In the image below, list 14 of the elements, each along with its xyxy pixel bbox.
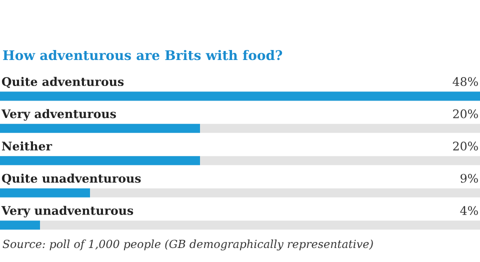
chart-title: How adventurous are Brits with food? <box>3 50 282 60</box>
data-label: 4% <box>460 206 478 216</box>
data-label: 20% <box>453 109 478 118</box>
bar <box>0 188 90 198</box>
y-tick-label: Neither <box>2 141 52 151</box>
y-tick-label: Very unadventurous <box>1 206 134 218</box>
y-tick-label: Quite adventurous <box>2 76 124 88</box>
data-label: 20% <box>453 142 478 151</box>
source-note: Source: poll of 1,000 people (GB demographically representative) <box>2 240 373 250</box>
y-tick-label: Very adventurous <box>1 109 116 121</box>
bar <box>0 220 40 230</box>
y-tick-label: Quite unadventurous <box>2 174 141 185</box>
data-label: 48% <box>452 77 478 86</box>
data-label: 9% <box>460 174 478 183</box>
